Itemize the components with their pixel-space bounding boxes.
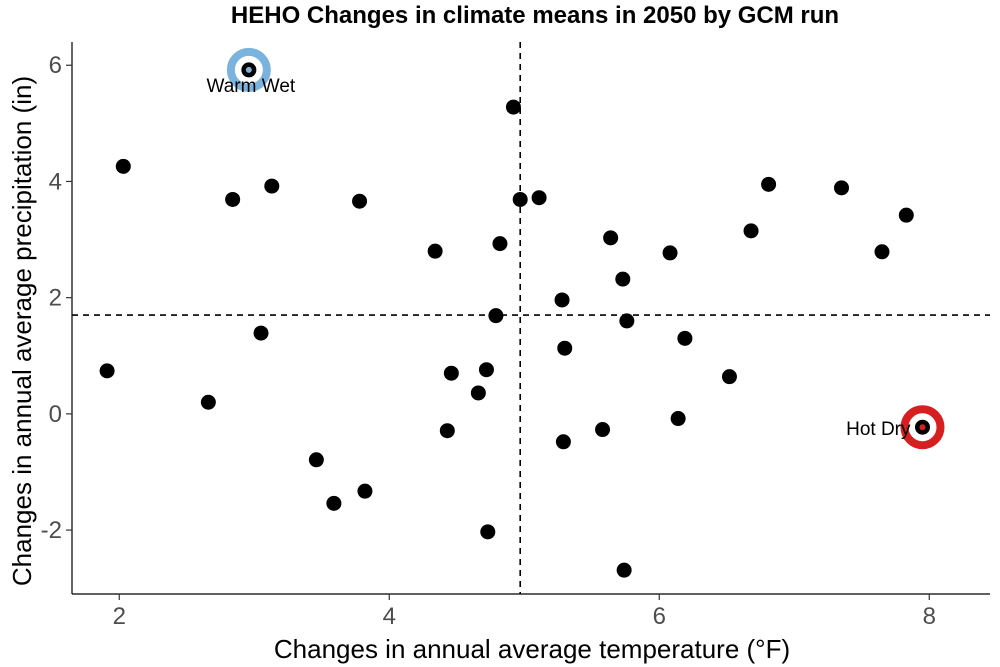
data-point: [115, 158, 131, 174]
data-point: [603, 230, 619, 246]
x-tick-label: 8: [923, 603, 936, 630]
data-point: [662, 245, 678, 261]
y-tick-label: 4: [49, 168, 62, 195]
highlight-ring: [900, 405, 945, 450]
data-point: [352, 193, 368, 209]
data-point: [555, 434, 571, 450]
highlight-label: Warm Wet: [207, 76, 296, 97]
y-tick-label: 2: [49, 285, 62, 312]
y-tick-label: -2: [41, 517, 62, 544]
data-point: [470, 385, 486, 401]
data-point: [439, 423, 455, 439]
data-point: [721, 369, 737, 385]
data-point: [326, 495, 342, 511]
y-axis-label: Changes in annual average precipitation …: [7, 75, 37, 587]
data-point: [200, 394, 216, 410]
highlight-label: Hot Dry: [846, 419, 911, 440]
x-tick-label: 4: [383, 603, 396, 630]
data-point: [478, 362, 494, 378]
x-tick-label: 2: [113, 603, 126, 630]
y-tick-label: 0: [49, 401, 62, 428]
chart-title: HEHO Changes in climate means in 2050 by…: [230, 2, 840, 29]
data-point: [357, 483, 373, 499]
highlight-center: [245, 66, 252, 73]
data-point: [512, 191, 528, 207]
x-tick-label: 6: [653, 603, 666, 630]
data-point: [834, 180, 849, 196]
data-point: [619, 313, 635, 329]
data-point: [427, 243, 443, 259]
data-point: [308, 452, 324, 468]
data-point: [264, 178, 280, 194]
data-point: [99, 363, 115, 379]
data-point: [480, 524, 496, 540]
data-point: [761, 176, 777, 192]
data-point: [874, 244, 890, 260]
data-point: [557, 340, 573, 356]
data-point: [505, 99, 521, 115]
data-point: [531, 190, 547, 206]
x-axis-label: Changes in annual average temperature (°…: [273, 634, 791, 664]
data-point: [677, 330, 693, 346]
data-point: [492, 236, 508, 252]
data-point: [443, 365, 459, 381]
data-point: [615, 271, 631, 287]
highlight-ring: [226, 47, 271, 92]
y-tick-label: 6: [49, 52, 62, 79]
data-point: [743, 223, 759, 239]
data-point: [616, 562, 632, 578]
data-point: [898, 207, 914, 223]
data-point: [595, 422, 611, 438]
data-point: [488, 308, 504, 324]
data-point: [253, 325, 269, 341]
highlight-center: [919, 424, 926, 431]
data-point: [554, 292, 570, 308]
data-point: [225, 191, 241, 207]
data-point: [670, 411, 686, 427]
